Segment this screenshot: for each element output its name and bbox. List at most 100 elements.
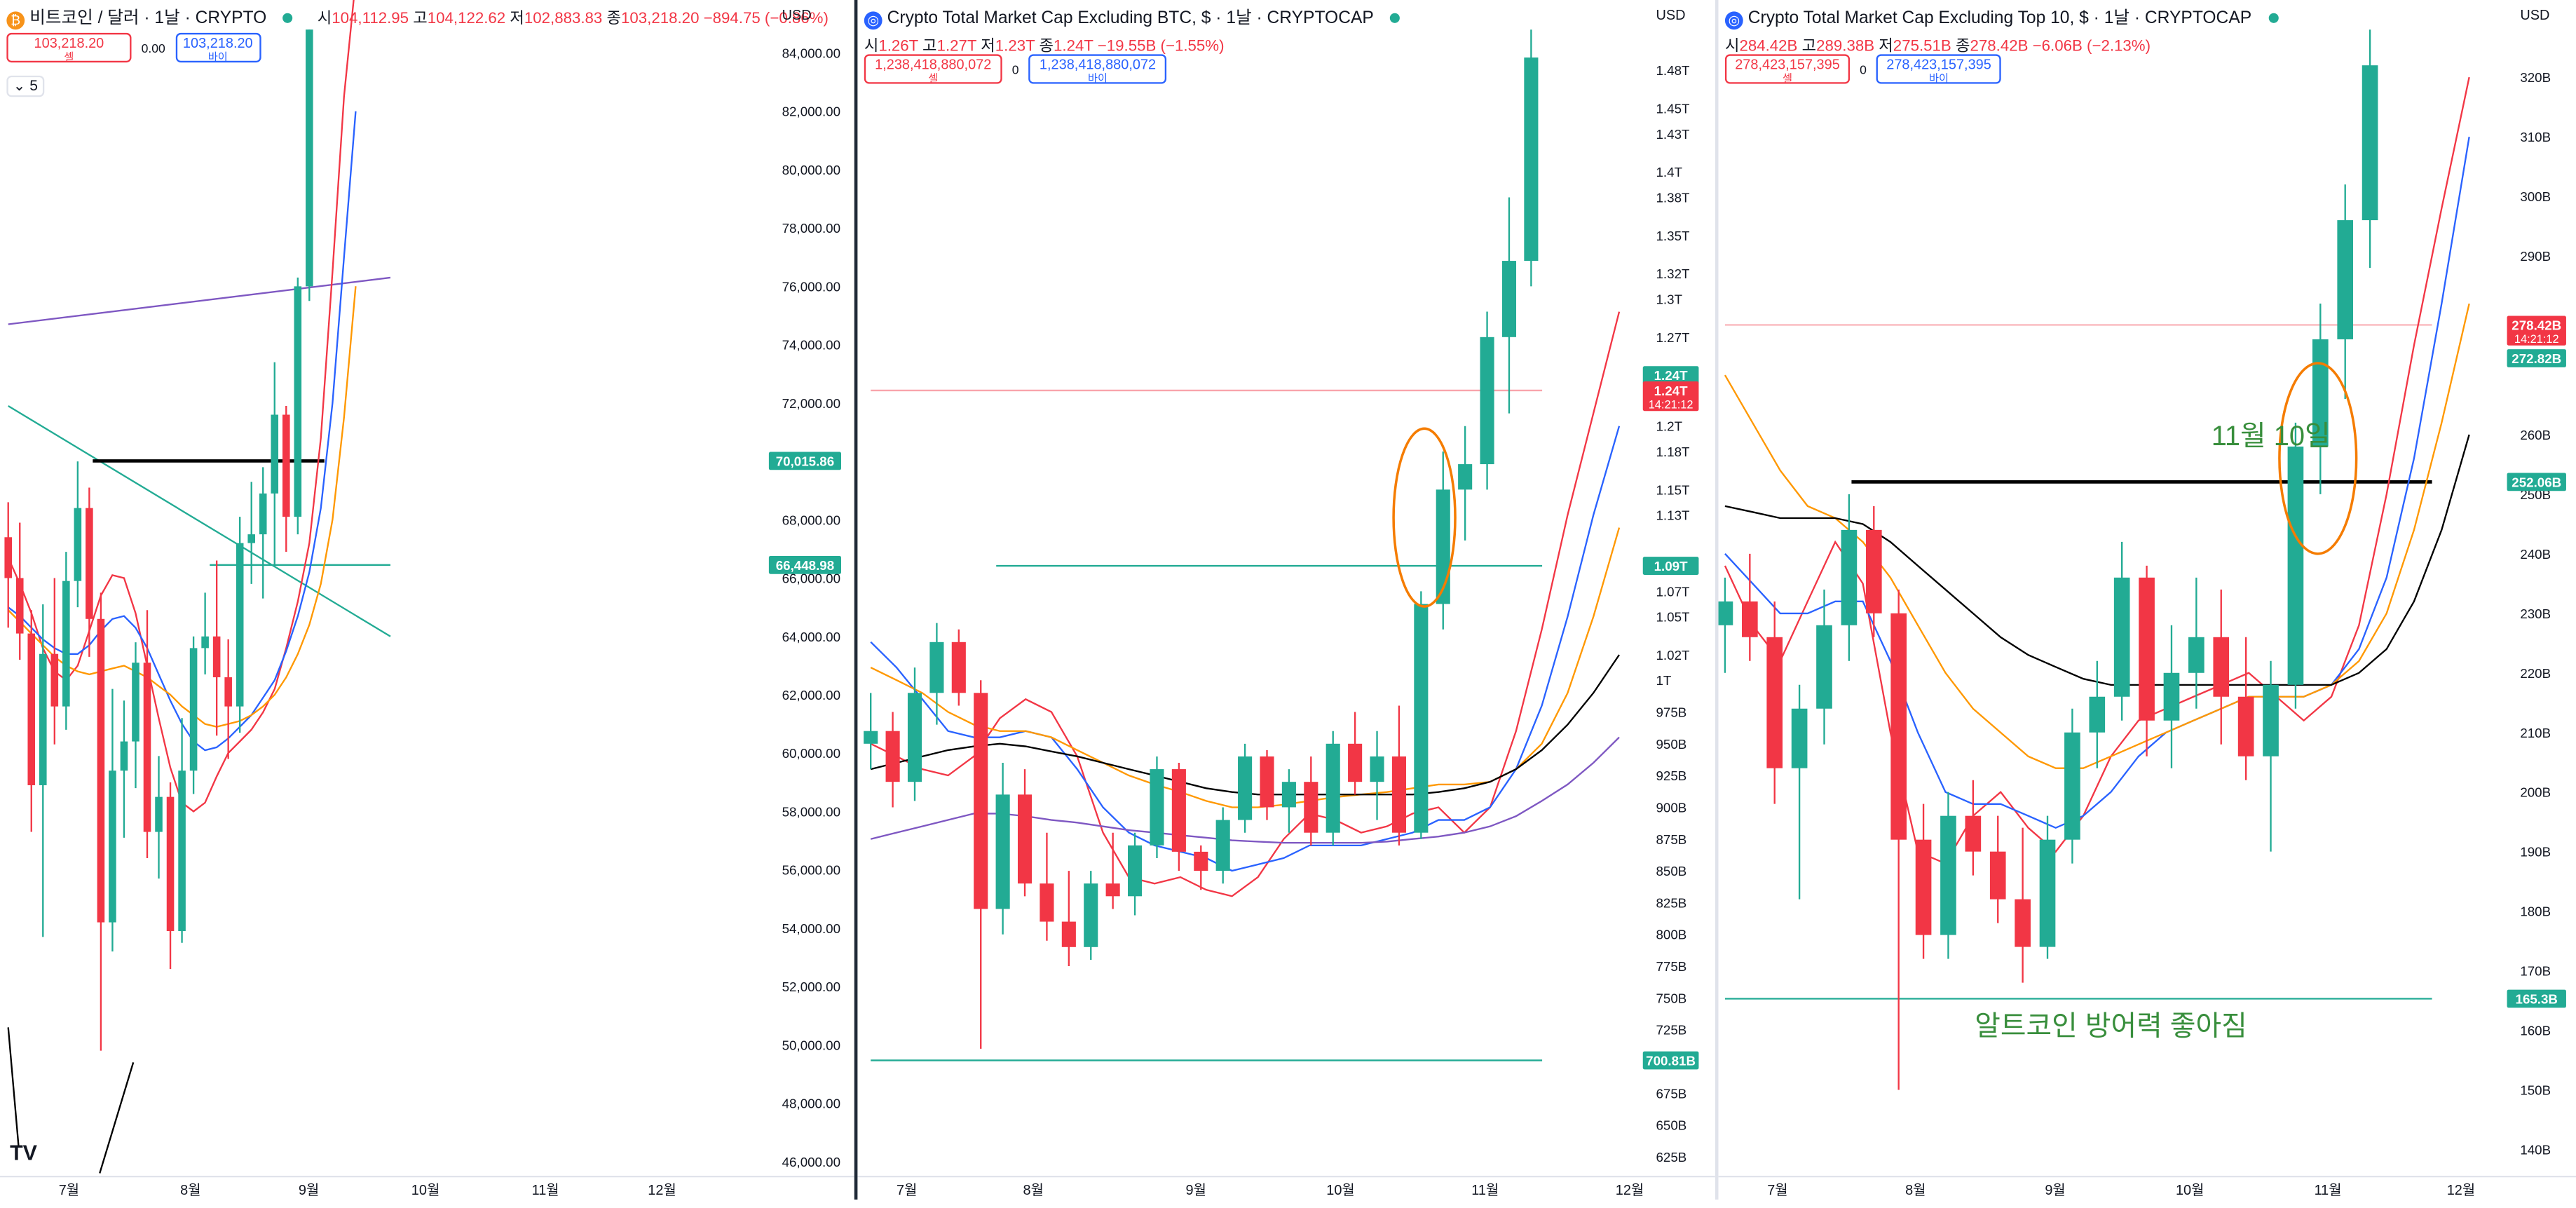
bitcoin-chart-canvas[interactable]: 84,000.00 82,000.00 80,000.00 78,000.00 76,0… [0, 0, 854, 1200]
highlight-circle[interactable] [1392, 427, 1457, 608]
trend-line[interactable] [99, 1061, 135, 1174]
candle-body[interactable] [294, 286, 302, 517]
candle-body[interactable] [1940, 815, 1956, 935]
candle-body[interactable] [27, 633, 36, 785]
sell-button[interactable]: 1,238,418,880,072 셀 [864, 54, 1002, 86]
tradingview-logo-icon[interactable]: TV [10, 1140, 38, 1165]
candle-body[interactable] [2188, 637, 2204, 673]
trend-line[interactable] [8, 276, 391, 325]
candle-body[interactable] [1128, 845, 1143, 897]
candle-body[interactable] [224, 677, 232, 707]
candle-body[interactable] [1061, 921, 1076, 947]
candle-body[interactable] [109, 771, 116, 923]
candle-body[interactable] [1458, 464, 1473, 490]
trend-line[interactable] [8, 405, 391, 637]
candle-body[interactable] [189, 648, 198, 771]
candle-body[interactable] [885, 731, 900, 782]
candle-body[interactable] [15, 578, 24, 634]
candle-body[interactable] [178, 771, 186, 932]
candle-body[interactable] [143, 663, 151, 832]
candle-body[interactable] [201, 636, 209, 649]
candle-body[interactable] [2139, 577, 2155, 721]
candle-body[interactable] [1017, 794, 1033, 884]
candle-body[interactable] [282, 414, 290, 517]
candle-body[interactable] [62, 581, 70, 707]
candle-body[interactable] [120, 741, 128, 771]
candle-body[interactable] [1150, 769, 1164, 846]
candle-body[interactable] [39, 653, 47, 785]
price-axis[interactable] [2510, 0, 2576, 1200]
sell-button[interactable]: 103,218.20 셀 [6, 32, 132, 64]
candle-body[interactable] [1370, 756, 1384, 782]
candle-body[interactable] [951, 642, 966, 693]
candle-body[interactable] [1326, 743, 1340, 833]
candle-body[interactable] [1524, 57, 1539, 262]
candle-body[interactable] [247, 534, 255, 543]
candle-body[interactable] [2362, 65, 2378, 221]
candle-body[interactable] [1414, 604, 1429, 833]
pane-divider[interactable] [1715, 0, 1719, 1200]
candle-body[interactable] [132, 663, 139, 742]
candle-body[interactable] [2064, 732, 2080, 840]
buy-button[interactable]: 1,238,418,880,072 바이 [1028, 54, 1167, 86]
candle-body[interactable] [86, 508, 93, 619]
candle-body[interactable] [50, 653, 59, 707]
candle-body[interactable] [4, 537, 13, 578]
candle-body[interactable] [1281, 782, 1296, 808]
candle-body[interactable] [74, 508, 82, 581]
candle-body[interactable] [1480, 337, 1494, 465]
candle-body[interactable] [974, 693, 988, 909]
candle-body[interactable] [166, 796, 175, 932]
candle-body[interactable] [1238, 756, 1253, 820]
candle-body[interactable] [1865, 529, 1882, 613]
candle-body[interactable] [2213, 637, 2230, 697]
candle-body[interactable] [1105, 883, 1120, 897]
candle-body[interactable] [1890, 613, 1907, 840]
candle-body[interactable] [929, 642, 944, 693]
candle-body[interactable] [2312, 339, 2329, 447]
sell-button[interactable]: 278,423,157,395 셀 [1724, 54, 1851, 86]
price-axis[interactable] [1646, 0, 1715, 1200]
buy-button[interactable]: 278,423,157,395 바이 [1876, 54, 2002, 86]
candle-body[interactable] [97, 618, 105, 923]
candle-body[interactable] [2263, 684, 2279, 756]
candle-body[interactable] [271, 414, 279, 494]
trend-line[interactable] [7, 1027, 20, 1148]
candle-body[interactable] [1965, 815, 1982, 852]
price-axis[interactable] [772, 0, 854, 1200]
candle-body[interactable] [1215, 820, 1230, 871]
candle-body[interactable] [306, 29, 313, 287]
buy-button[interactable]: 103,218.20 바이 [175, 32, 261, 64]
candle-body[interactable] [1816, 625, 1832, 709]
candle-body[interactable] [2163, 672, 2180, 721]
candle-body[interactable] [1391, 756, 1406, 833]
candle-body[interactable] [1171, 769, 1186, 852]
chart-pane-bitcoin[interactable]: 84,000.00 82,000.00 80,000.00 78,000.00 76,0… [0, 0, 854, 1200]
candle-body[interactable] [2287, 446, 2304, 685]
candle-body[interactable] [1348, 743, 1363, 782]
candle-body[interactable] [1717, 601, 1733, 625]
candle-body[interactable] [2113, 577, 2130, 697]
indicators-toggle[interactable]: ⌄ 5 [6, 75, 45, 97]
candle-body[interactable] [1501, 261, 1517, 337]
candle-body[interactable] [864, 731, 878, 744]
pane-divider[interactable] [854, 0, 858, 1200]
candle-body[interactable] [1766, 637, 1783, 768]
candle-body[interactable] [2039, 839, 2056, 947]
others-chart-canvas[interactable]: 320B310B300B290B260B250B240B230B220B210B… [1717, 0, 2576, 1200]
candle-body[interactable] [1742, 601, 1758, 637]
candle-body[interactable] [1841, 529, 1858, 625]
candle-body[interactable] [2237, 696, 2254, 756]
candle-body[interactable] [1989, 851, 2006, 900]
candle-body[interactable] [1194, 851, 1208, 871]
candle-body[interactable] [1304, 782, 1318, 833]
candle-body[interactable] [2337, 220, 2354, 339]
candle-body[interactable] [2089, 696, 2106, 733]
candle-body[interactable] [236, 543, 244, 707]
candle-body[interactable] [212, 636, 221, 678]
candle-body[interactable] [1915, 839, 1932, 935]
candle-body[interactable] [995, 794, 1010, 909]
chart-pane-others[interactable]: 320B 310B 300B 290B 260B 250B 240B 230B 220B 210B… [1717, 0, 2576, 1200]
candle-body[interactable] [1040, 883, 1054, 922]
candle-body[interactable] [1084, 883, 1098, 947]
